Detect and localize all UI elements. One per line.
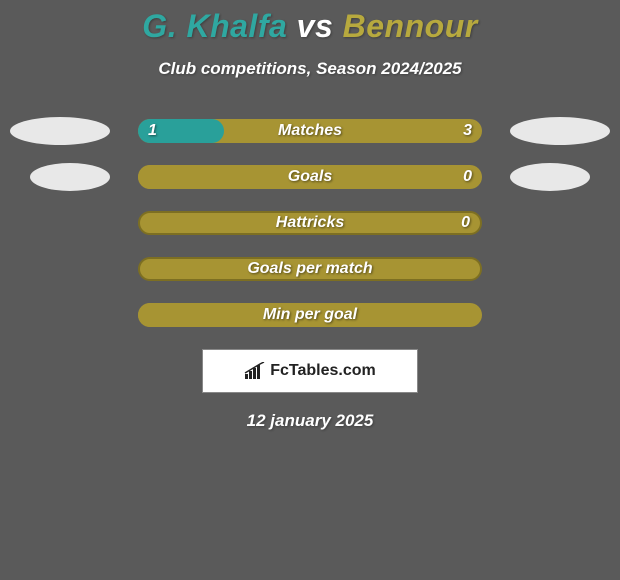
page-title: G. Khalfa vs Bennour xyxy=(0,0,620,45)
player-ellipse-left-top xyxy=(10,117,110,145)
subtitle: Club competitions, Season 2024/2025 xyxy=(0,59,620,79)
stat-row-value-left: 1 xyxy=(148,122,157,140)
stat-row-value-right: 0 xyxy=(463,168,472,186)
logo-text: FcTables.com xyxy=(270,362,376,380)
stat-row-label: Goals xyxy=(288,168,332,186)
player-ellipse-right-top xyxy=(510,117,610,145)
date-line: 12 january 2025 xyxy=(0,411,620,431)
stat-row-label: Goals per match xyxy=(247,260,372,278)
player-ellipse-right-bottom xyxy=(510,163,590,191)
stat-row-label: Matches xyxy=(278,122,342,140)
stat-row: Goals 0 xyxy=(138,165,482,189)
stat-row: Min per goal xyxy=(138,303,482,327)
stat-row-value-right: 3 xyxy=(463,122,472,140)
stat-row: Matches 1 3 xyxy=(138,119,482,143)
player-ellipse-left-bottom xyxy=(30,163,110,191)
stat-row-value-right: 0 xyxy=(461,214,470,232)
logo-box[interactable]: FcTables.com xyxy=(202,349,418,393)
stats-area: Matches 1 3 Goals 0 Hattricks 0 Goals per match… xyxy=(0,119,620,327)
title-right: Bennour xyxy=(343,8,478,44)
bars-icon xyxy=(244,362,266,380)
stat-rows: Matches 1 3 Goals 0 Hattricks 0 Goals per match… xyxy=(0,119,620,327)
stat-row: Hattricks 0 xyxy=(138,211,482,235)
title-left: G. Khalfa xyxy=(142,8,287,44)
chart-container: G. Khalfa vs Bennour Club competitions, … xyxy=(0,0,620,580)
title-vs: vs xyxy=(297,8,334,44)
stat-row-label: Hattricks xyxy=(276,214,344,232)
stat-row: Goals per match xyxy=(138,257,482,281)
stat-row-label: Min per goal xyxy=(263,306,357,324)
